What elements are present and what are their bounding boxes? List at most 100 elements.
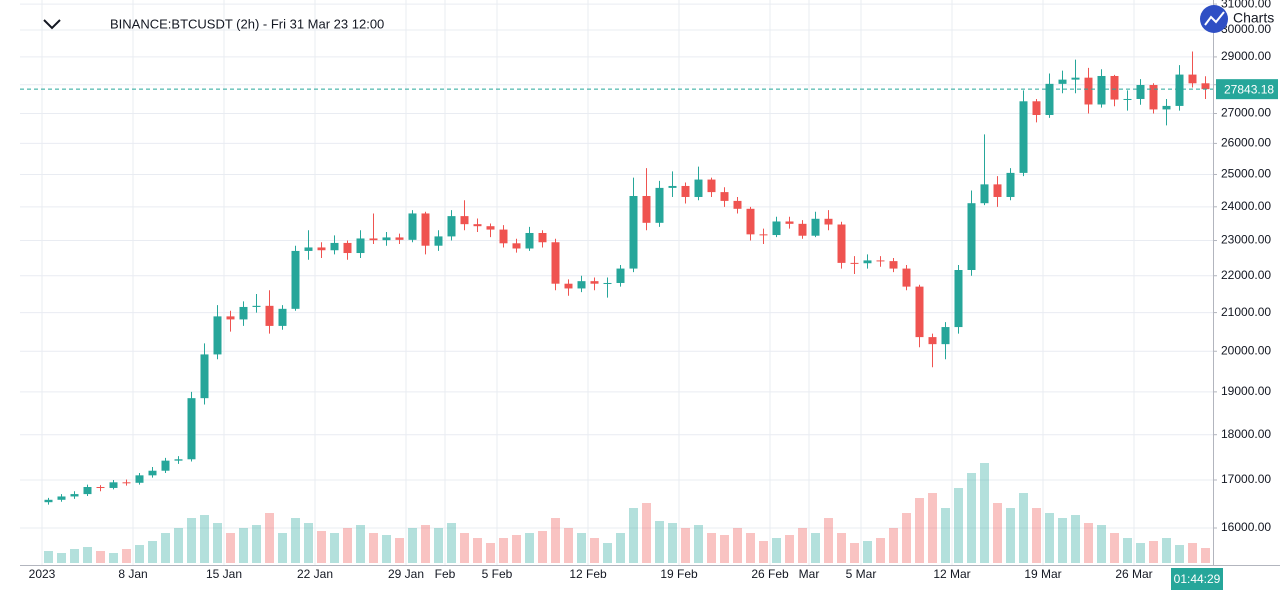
candle-body (252, 305, 261, 307)
candle-body (330, 242, 339, 251)
candle-body (239, 306, 248, 320)
candle-body (707, 179, 716, 193)
collapse-chevron[interactable] (43, 19, 61, 30)
last-price-label: 27843.18 (1224, 82, 1274, 96)
volume-bar (83, 547, 92, 563)
volume-bar (1045, 513, 1054, 563)
candle-body (1097, 75, 1106, 105)
volume-bar (876, 538, 885, 563)
volume-bar (564, 528, 573, 563)
volume-bar (1110, 533, 1119, 563)
candle-body (694, 179, 703, 197)
volume-bar (993, 503, 1002, 563)
volume-bar (525, 533, 534, 563)
volume-bar (408, 528, 417, 563)
candle-body (1162, 105, 1171, 110)
volume-bar (1019, 493, 1028, 563)
volume-layer (44, 463, 1210, 563)
candle-body (811, 218, 820, 236)
volume-bar (1149, 541, 1158, 563)
x-tick-label: 5 Mar (846, 567, 877, 581)
candle-body (382, 237, 391, 241)
volume-bar (1162, 538, 1171, 563)
candle-body (837, 224, 846, 263)
volume-bar (1097, 525, 1106, 563)
candle-body (1175, 74, 1184, 106)
volume-bar (1006, 508, 1015, 563)
candle-body (1110, 75, 1119, 100)
candle-body (265, 305, 274, 326)
volume-bar (1032, 508, 1041, 563)
volume-bar (382, 535, 391, 563)
x-tick-label: 26 Mar (1115, 567, 1152, 581)
candle-body (317, 247, 326, 251)
candle-body (1136, 84, 1145, 99)
volume-bar (733, 528, 742, 563)
volume-bar (473, 538, 482, 563)
volume-bar (980, 463, 989, 563)
y-tick-label: 18000.00 (1221, 427, 1271, 441)
volume-bar (681, 528, 690, 563)
volume-bar (96, 551, 105, 563)
x-tick-label: 29 Jan (388, 567, 424, 581)
volume-bar (200, 515, 209, 563)
volume-bar (603, 543, 612, 563)
candle-body (941, 327, 950, 345)
y-tick-label: 30000.00 (1221, 22, 1271, 36)
candle-body (122, 482, 131, 484)
volume-bar (421, 525, 430, 563)
volume-bar (915, 498, 924, 563)
x-tick-label: 19 Mar (1024, 567, 1061, 581)
volume-bar (577, 533, 586, 563)
volume-bar (291, 518, 300, 563)
x-tick-label: 26 Feb (751, 567, 789, 581)
volume-bar (902, 513, 911, 563)
candle-body (538, 232, 547, 243)
volume-bar (811, 533, 820, 563)
candle-body (96, 487, 105, 489)
countdown-box (1171, 568, 1223, 590)
candle-body (278, 308, 287, 326)
volume-bar (278, 533, 287, 563)
volume-bar (655, 521, 664, 563)
volume-bar (954, 488, 963, 563)
candle-body (1201, 83, 1210, 90)
volume-bar (213, 523, 222, 563)
volume-bar (252, 525, 261, 563)
volume-bar (720, 535, 729, 563)
volume-bar (356, 525, 365, 563)
y-tick-label: 24000.00 (1221, 199, 1271, 213)
candle-body (746, 208, 755, 235)
volume-bar (889, 528, 898, 563)
volume-bar (551, 518, 560, 563)
candle-body (863, 260, 872, 264)
volume-bar (460, 533, 469, 563)
candle-body (1006, 172, 1015, 197)
volume-bar (1058, 518, 1067, 563)
candle-body (798, 223, 807, 236)
volume-bar (447, 523, 456, 563)
candle-body (395, 237, 404, 240)
candle-body (44, 499, 53, 503)
volume-bar (369, 533, 378, 563)
candle-body (876, 260, 885, 262)
volume-bar (850, 543, 859, 563)
y-tick-label: 23000.00 (1221, 233, 1271, 247)
volume-bar (343, 528, 352, 563)
candle-body (148, 470, 157, 476)
candle-body (213, 316, 222, 355)
volume-bar (629, 508, 638, 563)
volume-bar (265, 513, 274, 563)
chart-title: BINANCE:BTCUSDT (2h) - Fri 31 Mar 23 12:… (110, 16, 384, 31)
brand-logo[interactable]: Charts (1200, 5, 1274, 33)
volume-bar (135, 545, 144, 563)
candle-body (772, 221, 781, 236)
volume-bar (1201, 548, 1210, 563)
volume-bar (785, 535, 794, 563)
x-tick-label: 15 Jan (206, 567, 242, 581)
grid (20, 0, 1213, 565)
volume-bar (798, 528, 807, 563)
volume-bar (148, 541, 157, 563)
candle-body (1084, 77, 1093, 105)
